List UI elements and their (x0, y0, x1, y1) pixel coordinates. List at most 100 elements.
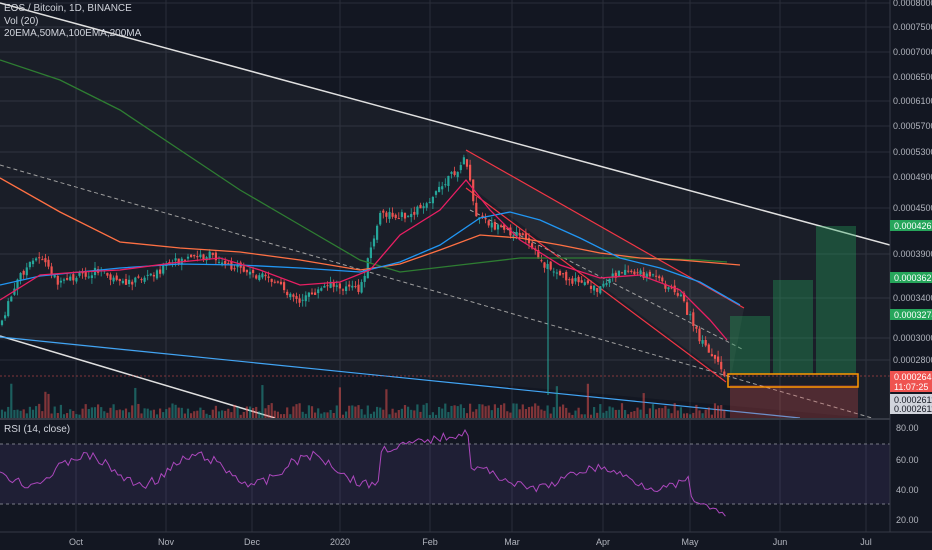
volume-bar (205, 413, 208, 418)
ma50-line[interactable] (0, 211, 741, 306)
price-tick-label: 0.0008000 (893, 0, 932, 8)
volume-bar (196, 410, 199, 418)
candle-body (620, 272, 624, 274)
candle-body (295, 296, 298, 299)
volume-bar (676, 410, 679, 418)
volume-bar (493, 404, 496, 418)
volume-bar (335, 405, 338, 418)
symbol-title[interactable]: EOS / Bitcoin, 1D, BINANCE (4, 3, 132, 14)
candle-body (72, 274, 75, 281)
volume-bar (515, 403, 518, 418)
volume-bar (341, 414, 345, 418)
ema20-line[interactable] (0, 178, 728, 341)
volume-bar (239, 414, 242, 418)
candle-body (159, 269, 162, 274)
volume-bar (717, 405, 720, 418)
volume-bar (400, 408, 403, 418)
volume-bar (193, 411, 196, 418)
candle-body (131, 281, 134, 285)
volume-bar (131, 405, 134, 418)
volume-legend[interactable]: Vol (20) (4, 15, 39, 27)
volume-bar (571, 414, 574, 418)
candle-body (568, 279, 571, 281)
volume-bar (84, 404, 87, 418)
price-tag (890, 220, 932, 231)
candle-body (363, 275, 366, 282)
price-tag (890, 394, 932, 405)
candle-body (286, 291, 289, 296)
target-box-2[interactable] (773, 280, 813, 374)
time-axis[interactable]: Oct Nov Dec 2020 Feb Mar Apr May Jun Jul (69, 537, 872, 547)
volume-bar (509, 412, 512, 418)
candle-body (651, 274, 655, 276)
candle-body (372, 238, 376, 247)
volume-bar (720, 405, 723, 418)
candle-body (673, 285, 676, 293)
volume-bar (543, 410, 546, 418)
volume-bar (143, 408, 146, 418)
volume-bar (301, 411, 304, 418)
entry-box[interactable] (727, 373, 859, 388)
volume-bar (242, 411, 245, 418)
candle-body (425, 203, 428, 208)
volume-bar (611, 407, 614, 418)
candle-body (264, 274, 267, 277)
volume-bar (639, 409, 642, 418)
rsi-axis[interactable]: 80.00 60.00 40.00 20.00 (896, 423, 919, 525)
stop-box[interactable] (730, 385, 858, 418)
candle-body (636, 272, 639, 274)
target-box-3[interactable] (816, 226, 856, 374)
volume-bar (546, 405, 549, 418)
ma200-line[interactable] (0, 59, 728, 273)
candle-body (686, 302, 689, 315)
candle-body (261, 273, 264, 278)
volume-bar (655, 409, 658, 418)
volume-bar (16, 409, 19, 418)
price-tick-label: 0.0007500 (893, 22, 932, 32)
volume-bar (314, 412, 317, 418)
volume-bar (698, 410, 701, 418)
ma-legend[interactable]: 20EMA,50MA,100EMA,200MA (4, 28, 142, 39)
volume-bar (469, 403, 472, 418)
candle-body (394, 214, 397, 218)
volume-bar (214, 405, 217, 418)
channel-lower-line[interactable] (465, 187, 727, 383)
volume-bar (221, 410, 224, 418)
candle-body (270, 278, 273, 282)
volume-bar (630, 411, 633, 418)
candle-body (304, 295, 307, 302)
candle-body (565, 271, 568, 281)
candle-body (376, 225, 379, 240)
volume-bar (162, 412, 165, 418)
price-tag-label: 0.0002611 (894, 404, 932, 414)
volume-bar (713, 403, 717, 418)
candle-body (208, 251, 211, 259)
volume-bar (69, 409, 72, 418)
volume-bar (10, 383, 13, 418)
candle-body (670, 287, 673, 289)
candle-body (512, 235, 515, 237)
volume-bar (658, 408, 661, 418)
volume-bar (348, 405, 351, 418)
volume-bar (279, 414, 283, 418)
dashed-midline[interactable] (0, 164, 873, 419)
wedge-upper-trendline[interactable] (0, 2, 891, 246)
candle-body (444, 184, 447, 186)
target-box-1[interactable] (730, 316, 770, 374)
price-axis[interactable]: 0.0008000 0.0007500 0.0007000 0.0006500 0.00… (893, 0, 932, 365)
candle-body (221, 262, 224, 264)
support-line[interactable] (0, 336, 801, 419)
candle-body (360, 282, 363, 293)
volume-bar (252, 408, 255, 418)
wedge-lower-trendline[interactable] (0, 335, 276, 419)
volume-bar (465, 413, 469, 418)
candle-body (134, 277, 137, 283)
candle-body (75, 277, 78, 282)
rsi-legend[interactable]: RSI (14, close) (4, 424, 71, 435)
candle-body (403, 212, 407, 219)
time-tick-label: 2020 (330, 537, 350, 547)
volume-bar (651, 404, 655, 418)
ema100-line[interactable] (0, 177, 741, 271)
candle-body (617, 270, 620, 276)
